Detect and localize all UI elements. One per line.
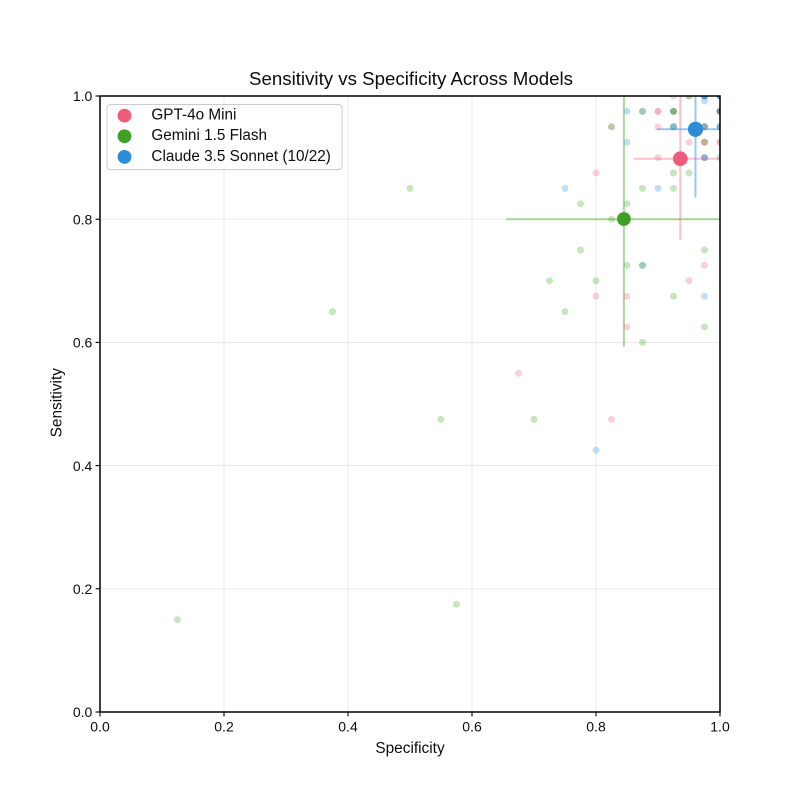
svg-text:Sensitivity: Sensitivity <box>49 368 66 438</box>
svg-text:0.6: 0.6 <box>462 718 482 734</box>
svg-text:0.2: 0.2 <box>73 581 93 597</box>
svg-text:Specificity: Specificity <box>375 740 445 757</box>
svg-text:0.8: 0.8 <box>73 211 93 227</box>
svg-text:0.0: 0.0 <box>90 718 110 734</box>
svg-text:1.0: 1.0 <box>73 88 93 104</box>
svg-text:0.6: 0.6 <box>73 335 93 351</box>
svg-text:0.4: 0.4 <box>73 458 93 474</box>
svg-text:Claude 3.5 Sonnet (10/22): Claude 3.5 Sonnet (10/22) <box>151 148 330 165</box>
svg-text:0.4: 0.4 <box>338 718 358 734</box>
svg-text:Sensitivity vs Specificity Acr: Sensitivity vs Specificity Across Models <box>249 68 573 89</box>
svg-text:Gemini 1.5 Flash: Gemini 1.5 Flash <box>151 127 267 144</box>
svg-text:GPT-4o Mini: GPT-4o Mini <box>151 107 236 124</box>
svg-text:0.2: 0.2 <box>214 718 234 734</box>
svg-text:0.0: 0.0 <box>73 704 93 720</box>
svg-text:0.8: 0.8 <box>586 718 606 734</box>
svg-text:1.0: 1.0 <box>710 718 730 734</box>
